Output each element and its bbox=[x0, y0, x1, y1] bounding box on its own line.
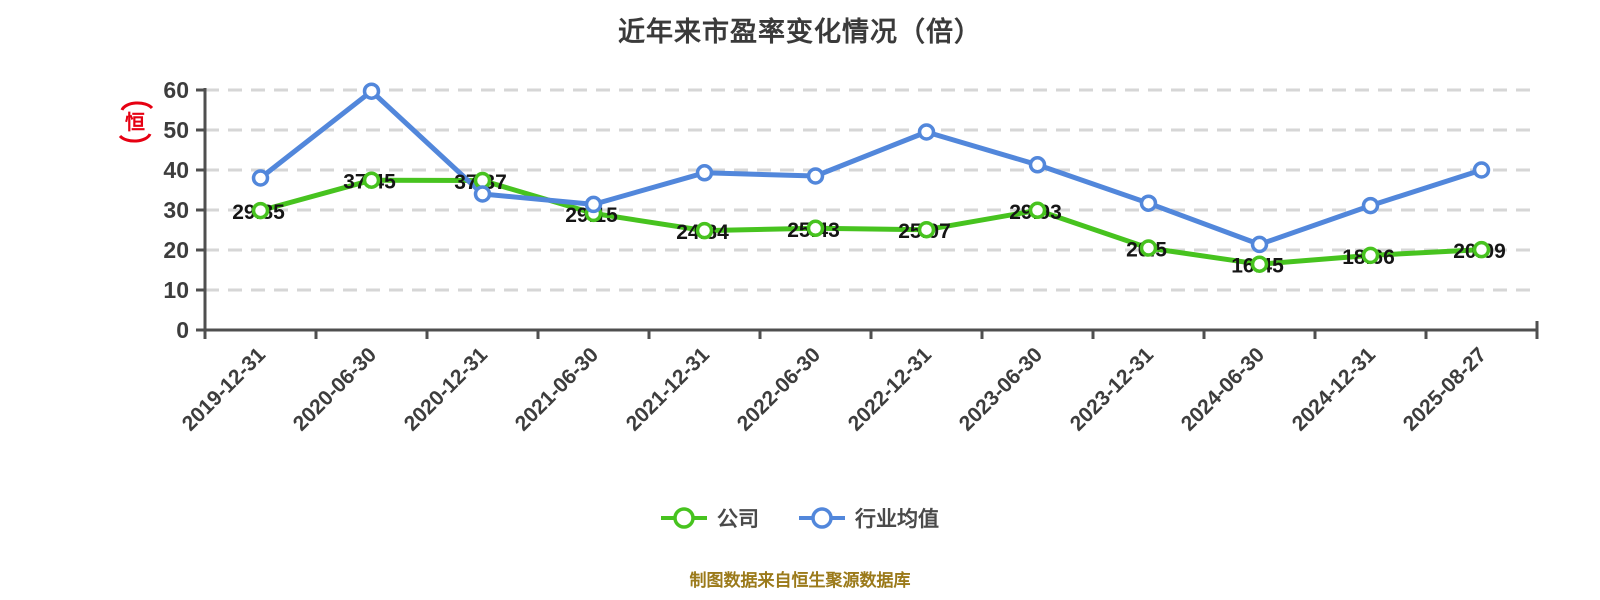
legend-marker-icon bbox=[661, 507, 707, 529]
x-axis-label: 2020-06-30 bbox=[289, 343, 381, 435]
x-axis-label: 2021-06-30 bbox=[511, 343, 603, 435]
data-point-marker-行业均值[interactable] bbox=[1250, 235, 1269, 254]
legend-item-行业均值[interactable]: 行业均值 bbox=[799, 503, 939, 533]
data-point-marker-公司[interactable] bbox=[917, 220, 936, 239]
data-point-marker-行业均值[interactable] bbox=[1361, 196, 1380, 215]
data-point-marker-公司[interactable] bbox=[1361, 246, 1380, 265]
x-axis-label: 2024-12-31 bbox=[1288, 343, 1380, 435]
y-tick-label: 50 bbox=[163, 117, 189, 143]
data-point-marker-行业均值[interactable] bbox=[584, 195, 603, 214]
x-axis-label: 2022-06-30 bbox=[733, 343, 825, 435]
data-point-marker-公司[interactable] bbox=[1250, 255, 1269, 273]
legend-item-公司[interactable]: 公司 bbox=[661, 503, 759, 533]
data-point-marker-行业均值[interactable] bbox=[473, 185, 492, 203]
x-axis-label: 2024-06-30 bbox=[1177, 343, 1269, 435]
chart-title: 近年来市盈率变化情况（倍） bbox=[618, 17, 982, 47]
data-point-marker-行业均值[interactable] bbox=[917, 123, 936, 141]
data-point-marker-行业均值[interactable] bbox=[1028, 156, 1047, 174]
x-axis-label: 2023-12-31 bbox=[1066, 343, 1158, 435]
legend-marker-icon bbox=[799, 507, 845, 529]
series-line-行业均值 bbox=[258, 88, 1484, 247]
y-tick-label: 0 bbox=[176, 317, 189, 343]
data-point-marker-行业均值[interactable] bbox=[695, 164, 714, 182]
data-point-marker-公司[interactable] bbox=[251, 201, 270, 220]
series-line-公司 bbox=[258, 177, 1484, 267]
y-tick-label: 10 bbox=[163, 277, 189, 303]
x-axis-label: 2021-12-31 bbox=[622, 343, 714, 435]
x-axis-label: 2025-08-27 bbox=[1399, 343, 1491, 435]
x-axis-label: 2020-12-31 bbox=[400, 343, 492, 435]
data-point-marker-公司[interactable] bbox=[806, 219, 825, 238]
data-point-marker-行业均值[interactable] bbox=[806, 167, 825, 185]
legend-label: 公司 bbox=[717, 508, 759, 531]
x-axis-label: 2022-12-31 bbox=[844, 343, 936, 435]
legend-label: 行业均值 bbox=[855, 508, 939, 531]
chart-legend: 公司 行业均值 bbox=[0, 503, 1600, 533]
y-tick-label: 60 bbox=[163, 77, 189, 103]
y-tick-label: 20 bbox=[163, 237, 189, 263]
hundsun-seal-icon: 恒 bbox=[118, 101, 154, 143]
x-axis-label: 2023-06-30 bbox=[955, 343, 1047, 435]
data-point-marker-公司[interactable] bbox=[1472, 240, 1491, 259]
data-point-marker-行业均值[interactable] bbox=[1472, 161, 1491, 179]
seal-character: 恒 bbox=[125, 111, 145, 134]
x-axis-label: 2019-12-31 bbox=[178, 343, 270, 435]
data-point-marker-行业均值[interactable] bbox=[251, 169, 270, 187]
data-point-marker-行业均值[interactable] bbox=[362, 82, 381, 100]
y-tick-label: 30 bbox=[163, 197, 189, 223]
data-point-marker-公司[interactable] bbox=[1028, 201, 1047, 220]
data-point-marker-公司[interactable] bbox=[362, 171, 381, 189]
data-point-marker-公司[interactable] bbox=[1139, 239, 1158, 257]
data-point-marker-公司[interactable] bbox=[695, 221, 714, 240]
data-point-marker-行业均值[interactable] bbox=[1139, 194, 1158, 212]
data-source-note: 制图数据来自恒生聚源数据库 bbox=[689, 571, 911, 590]
y-tick-label: 40 bbox=[163, 157, 189, 183]
